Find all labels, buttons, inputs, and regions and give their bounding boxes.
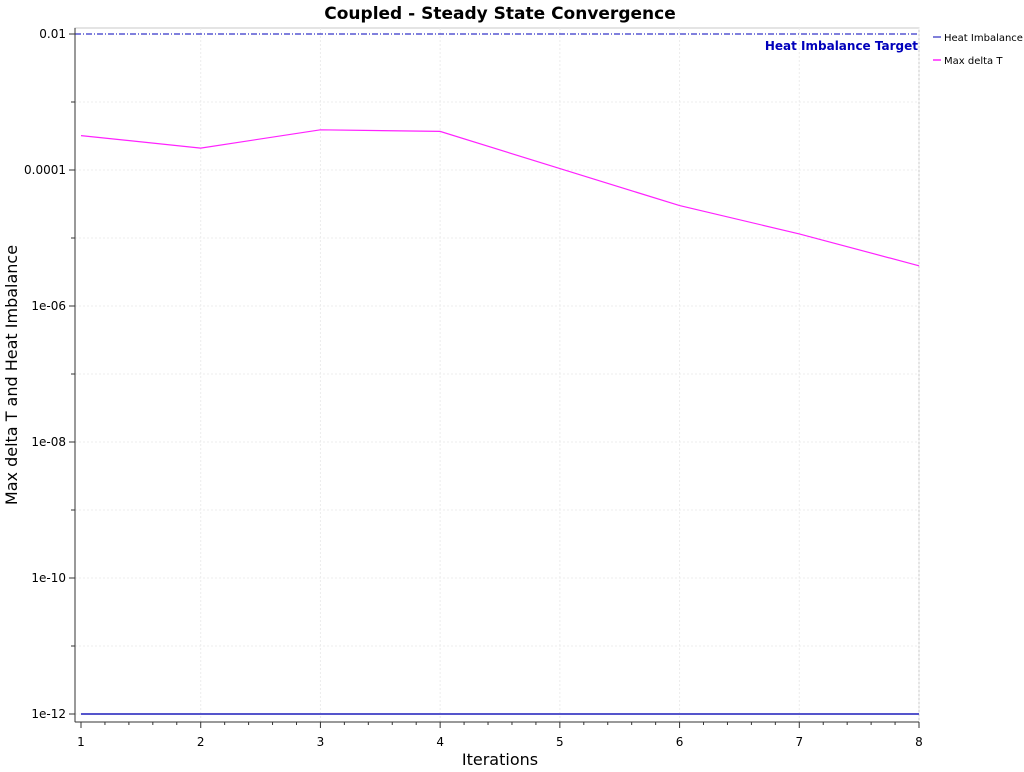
chart-title: Coupled - Steady State Convergence <box>324 4 675 24</box>
x-tick-label: 7 <box>795 735 803 749</box>
plot-area <box>74 27 920 723</box>
series-lines <box>80 129 920 715</box>
x-tick-label: 6 <box>676 735 684 749</box>
x-axis-ticks: 1 2 3 4 5 6 7 8 <box>77 722 923 749</box>
y-tick-label: 1e-08 <box>31 435 66 449</box>
x-tick-label: 8 <box>915 735 923 749</box>
legend-label: Heat Imbalance <box>944 33 1023 44</box>
target-line-group: Heat Imbalance Target <box>75 33 919 53</box>
x-tick-label: 4 <box>436 735 444 749</box>
y-axis-ticks: 0.01 0.0001 1e-06 1e-08 1e-10 1e-12 <box>24 27 75 721</box>
x-tick-label: 2 <box>197 735 205 749</box>
x-axis-label: Iterations <box>462 750 538 768</box>
legend-label: Max delta T <box>944 56 1003 67</box>
x-tick-label: 5 <box>556 735 564 749</box>
series-line-2 <box>80 129 920 267</box>
y-tick-label: 0.0001 <box>24 163 66 177</box>
x-tick-label: 3 <box>317 735 325 749</box>
x-tick-label: 1 <box>77 735 85 749</box>
legend: Heat Imbalance Max delta T <box>933 33 1023 67</box>
y-tick-label: 0.01 <box>39 27 66 41</box>
y-tick-label: 1e-06 <box>31 299 66 313</box>
heat-imbalance-target-label: Heat Imbalance Target <box>765 39 918 53</box>
y-axis-label: Max delta T and Heat Imbalance <box>2 245 21 505</box>
y-tick-label: 1e-12 <box>31 707 66 721</box>
y-tick-label: 1e-10 <box>31 571 66 585</box>
